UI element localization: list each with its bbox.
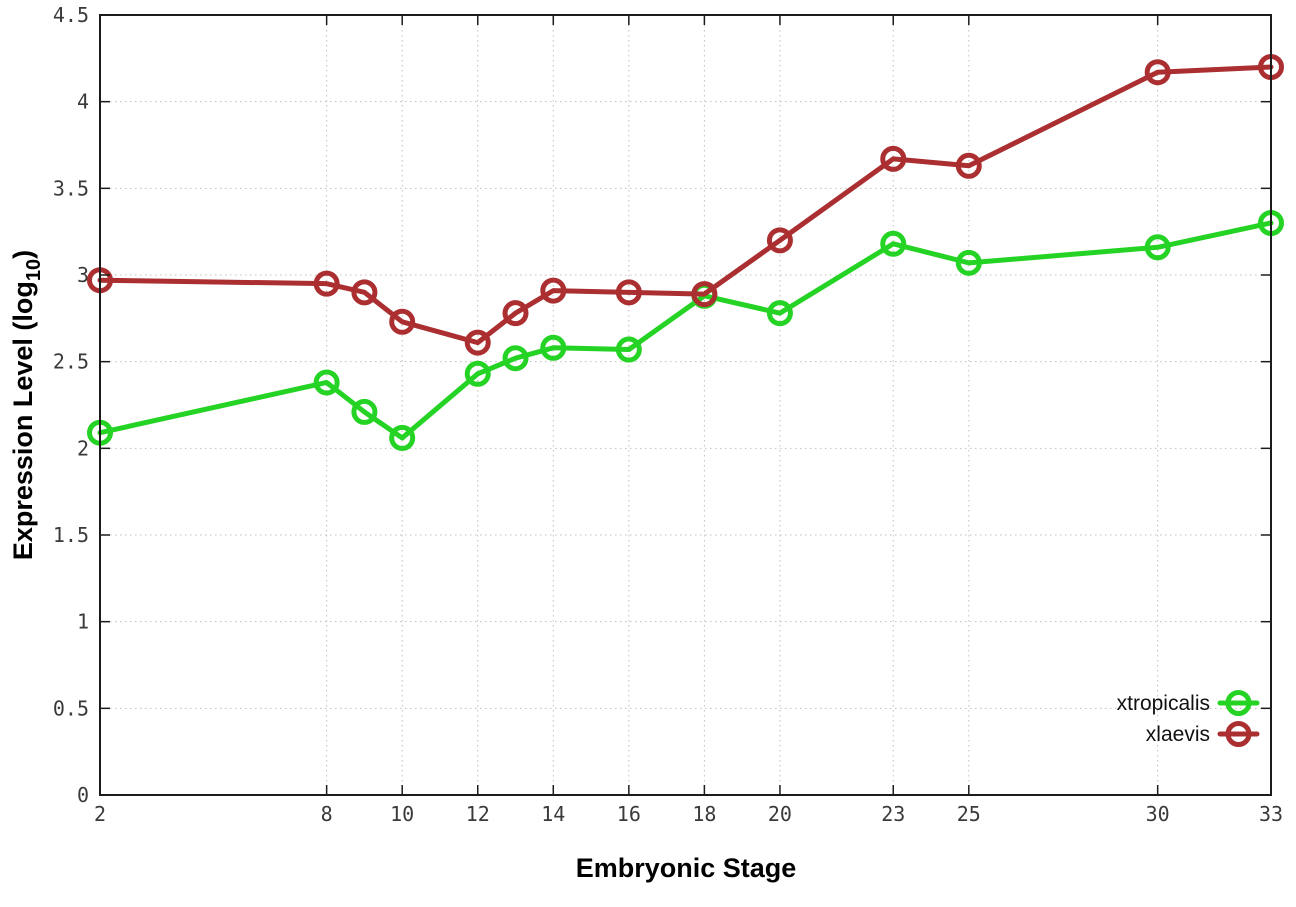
x-tick-label: 10 [390,802,414,826]
legend-label-xtropicalis: xtropicalis [1117,692,1210,715]
data-point-xtropicalis [502,345,529,372]
x-tick-label: 20 [768,802,792,826]
x-tick-label: 2 [94,802,106,826]
y-axis-title-main: Expression Level (log [8,281,38,560]
y-tick-label: 0 [77,783,89,807]
data-point-xlaevis [1144,59,1171,86]
data-point-xtropicalis [766,300,793,327]
data-point-xtropicalis [464,360,491,387]
series-line-xtropicalis [97,220,1274,441]
data-point-xtropicalis [351,398,378,425]
plot-frame [99,14,1272,796]
x-tick-label: 12 [466,802,490,826]
x-tick-label: 25 [957,802,981,826]
data-point-xlaevis [691,281,718,308]
x-tick-label: 18 [692,802,716,826]
x-tick-label: 8 [321,802,333,826]
x-tick-label: 30 [1146,802,1170,826]
data-point-xtropicalis [880,230,907,257]
legend-label-xlaevis: xlaevis [1146,723,1210,746]
series-layer [87,54,1284,451]
x-tick-label: 33 [1259,802,1283,826]
data-point-xlaevis [766,227,793,254]
data-point-xlaevis [615,279,642,306]
tick-layer [99,14,1272,796]
data-point-xtropicalis [955,249,982,276]
legend-markers [1217,690,1260,747]
data-point-xlaevis [313,270,340,297]
y-tick-label: 3 [77,263,89,287]
grid-layer [99,14,1272,796]
data-point-xlaevis [540,277,567,304]
x-axis-title: Embryonic Stage [576,853,797,883]
series-line-xlaevis [97,64,1274,346]
x-tick-label: 16 [617,802,641,826]
legend-sample-marker-xtropicalis [1225,690,1252,716]
y-axis-title: Expression Level (log10) [8,250,45,560]
legend: xtropicalis xlaevis [1117,690,1260,747]
data-point-xlaevis [351,279,378,306]
y-tick-label: 2 [77,436,89,460]
y-tick-label: 4 [77,90,89,114]
data-point-xtropicalis [1144,234,1171,261]
data-point-xtropicalis [313,369,340,396]
y-tick-label: 1 [77,610,89,634]
data-point-xlaevis [389,308,416,335]
y-axis-title-suffix: ) [8,250,38,259]
data-point-xlaevis [880,145,907,172]
data-point-xlaevis [955,152,982,179]
y-tick-label: 2.5 [53,350,89,374]
data-point-xlaevis [464,329,491,356]
tick-label-layer: 0 0.5 1 1.5 2 2.5 3 3.5 4 4.5 2 8 10 12 14 16 18 20 23 25 30… [53,3,1283,826]
y-tick-label: 3.5 [53,176,89,200]
x-tick-label: 14 [541,802,565,826]
legend-sample-marker-xlaevis [1225,721,1252,747]
data-point-xlaevis [502,300,529,327]
data-point-xtropicalis [540,334,567,361]
data-point-xtropicalis [389,424,416,451]
y-tick-label: 4.5 [53,3,89,27]
y-axis-title-subscript: 10 [23,259,45,281]
y-tick-label: 1.5 [53,523,89,547]
y-tick-label: 0.5 [53,696,89,720]
data-point-xtropicalis [615,336,642,363]
x-tick-label: 23 [881,802,905,826]
